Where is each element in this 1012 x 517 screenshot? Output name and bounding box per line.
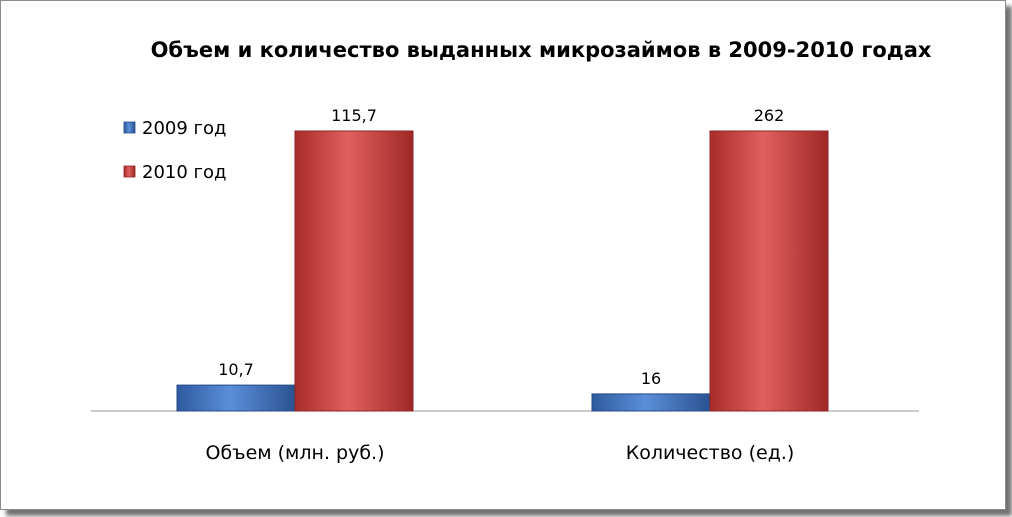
chart-title: Объем и количество выданных микрозаймов … bbox=[151, 38, 932, 62]
legend-label-2009: 2009 год bbox=[142, 118, 226, 139]
data-label-2009-volume: 10,7 bbox=[218, 360, 254, 379]
x-tick-label-count: Количество (ед.) bbox=[626, 442, 795, 464]
bar-2009-volume bbox=[176, 384, 296, 412]
data-label-2010-count: 262 bbox=[754, 106, 785, 125]
data-labels-layer: 10,7 115,7 16 262 bbox=[218, 106, 784, 388]
x-tick-labels-layer: Объем (млн. руб.) Количество (ед.) bbox=[205, 442, 794, 464]
legend-swatch-2009 bbox=[123, 121, 136, 134]
bars-layer bbox=[176, 130, 829, 412]
legend: 2009 год 2010 год bbox=[123, 118, 226, 183]
data-label-2010-volume: 115,7 bbox=[331, 106, 377, 125]
bar-2010-count bbox=[709, 130, 829, 412]
bar-chart: Объем и количество выданных микрозаймов … bbox=[91, 38, 932, 464]
data-label-2009-count: 16 bbox=[641, 369, 661, 388]
x-tick-label-volume: Объем (млн. руб.) bbox=[205, 442, 384, 464]
bar-2010-volume bbox=[294, 130, 414, 412]
legend-swatch-2010 bbox=[123, 165, 136, 178]
legend-item-2010: 2010 год bbox=[123, 162, 226, 183]
bar-2009-count bbox=[591, 393, 711, 412]
legend-item-2009: 2009 год bbox=[123, 118, 226, 139]
legend-label-2010: 2010 год bbox=[142, 162, 226, 183]
